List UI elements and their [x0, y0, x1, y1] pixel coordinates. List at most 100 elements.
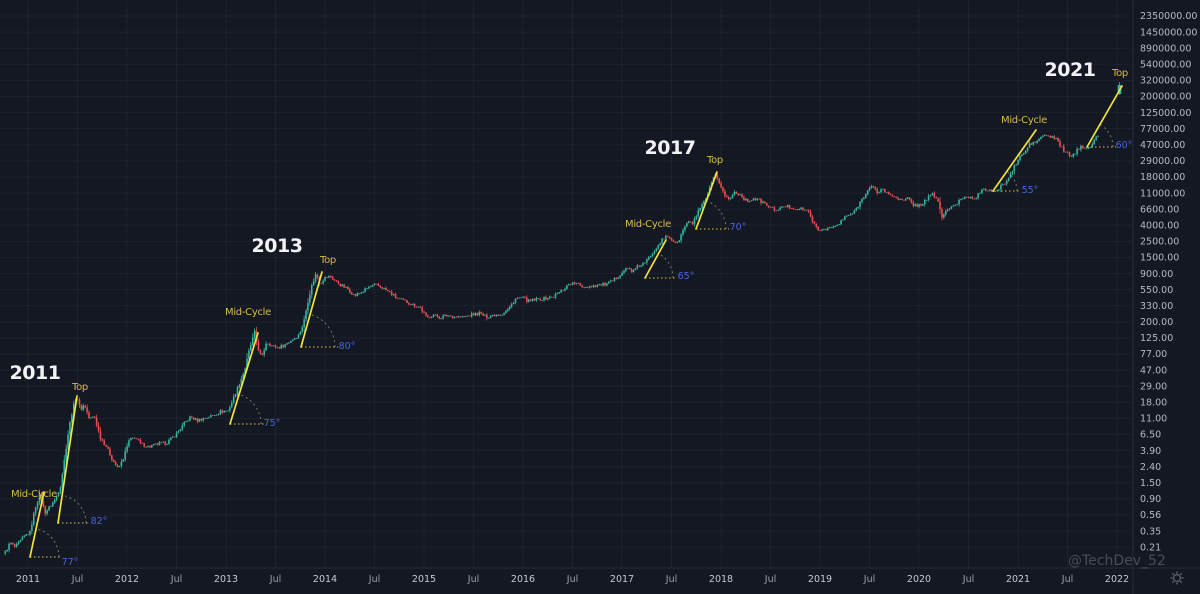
price-axis-label: 11.00 [1140, 414, 1167, 425]
trendline-2017-top[interactable] [695, 171, 718, 230]
cycle-year-label-2021[interactable]: 2021 [1045, 59, 1096, 81]
price-axis-label: 4000.00 [1140, 220, 1179, 231]
price-axis-label: 1500.00 [1140, 253, 1179, 264]
cycle-annotation-2017: 65° 70° 2017 Top Mid-Cycle [625, 137, 746, 282]
angle-label-2017-top[interactable]: 70° [730, 222, 747, 233]
trendline-2017-mid[interactable] [644, 239, 667, 279]
time-axis-label: 2018 [709, 574, 733, 585]
trendline-2013-top[interactable] [300, 271, 323, 348]
angle-label-2021-top[interactable]: 60° [1116, 140, 1133, 151]
price-axis-label: 11000.00 [1140, 188, 1185, 199]
price-axis-label: 540000.00 [1140, 59, 1191, 70]
cycle-annotation-2011: 77° 82° 2011 Top Mid-Cycle [10, 362, 108, 568]
price-axis-label: 29000.00 [1140, 156, 1185, 167]
grid [0, 0, 1133, 568]
time-axis-label: 2019 [808, 574, 832, 585]
time-axis-label: 2012 [115, 574, 139, 585]
trendline-2013-mid[interactable] [229, 332, 259, 425]
top-label-2017[interactable]: Top [706, 155, 723, 166]
mid-cycle-label-2017[interactable]: Mid-Cycle [625, 219, 671, 230]
trendline-2021-top[interactable] [1086, 85, 1123, 148]
price-axis-label: 200.00 [1140, 317, 1173, 328]
time-axis-label: 2022 [1105, 574, 1129, 585]
price-axis-label: 0.56 [1140, 510, 1161, 521]
price-axis-label: 47.00 [1140, 365, 1167, 376]
price-axis-label: 77.00 [1140, 349, 1167, 360]
price-axis-label: 330.00 [1140, 301, 1173, 312]
angle-label-2011-top[interactable]: 82° [91, 516, 108, 527]
cycle-annotation-2021: 55° 60° 2021 Top Mid-Cycle [992, 59, 1133, 196]
mid-cycle-label-2011[interactable]: Mid-Cycle [11, 489, 57, 500]
time-axis-label: Jul [665, 574, 677, 585]
cycle-year-label-2013[interactable]: 2013 [252, 235, 303, 257]
price-axis-label: 1.50 [1140, 478, 1161, 489]
time-axis-label: Jul [71, 574, 83, 585]
time-axis-label: 2011 [16, 574, 40, 585]
price-axis-label: 320000.00 [1140, 76, 1191, 87]
cycle-annotation-2013: 75° 80° 2013 Top Mid-Cycle [225, 235, 355, 429]
time-axis-label: 2013 [214, 574, 238, 585]
time-axis-label: Jul [1061, 574, 1073, 585]
price-axis-label: 18000.00 [1140, 172, 1185, 183]
price-axis-label: 6600.00 [1140, 204, 1179, 215]
angle-arc [238, 393, 262, 425]
time-axis-label: Jul [269, 574, 281, 585]
angle-label-2013-mid[interactable]: 75° [264, 418, 281, 429]
time-axis-label: Jul [764, 574, 776, 585]
price-axis-label: 890000.00 [1140, 43, 1191, 54]
time-axis-label: 2017 [610, 574, 634, 585]
time-axis-label: 2021 [1006, 574, 1030, 585]
price-axis-label: 47000.00 [1140, 140, 1185, 151]
settings-gear-icon[interactable] [1170, 571, 1184, 585]
price-axis-label: 200000.00 [1140, 92, 1191, 103]
angle-arc [62, 494, 87, 524]
price-axis-label: 2500.00 [1140, 237, 1179, 248]
cycle-year-label-2011[interactable]: 2011 [10, 362, 61, 384]
mid-cycle-label-2013[interactable]: Mid-Cycle [225, 307, 271, 318]
time-axis-label: Jul [863, 574, 875, 585]
angle-arc [36, 528, 60, 558]
angle-arc [1099, 124, 1114, 148]
price-axis-label: 1450000.00 [1140, 27, 1197, 38]
price-axis-label: 0.21 [1140, 542, 1161, 553]
angle-label-2021-mid[interactable]: 55° [1022, 185, 1039, 196]
time-axis-label: Jul [467, 574, 479, 585]
price-axis-label: 2350000.00 [1140, 11, 1197, 22]
top-label-2013[interactable]: Top [319, 255, 336, 266]
time-axis[interactable]: 2011 Jul 2012 Jul 2013 Jul 2014 Jul 2015 Jul 2016 J… [0, 567, 1200, 585]
trendline-2011-top[interactable] [57, 395, 78, 524]
angle-arc [1006, 170, 1018, 192]
price-axis-label: 2.40 [1140, 462, 1161, 473]
price-axis-label: 77000.00 [1140, 124, 1185, 135]
time-axis-label: 2014 [313, 574, 337, 585]
top-label-2021[interactable]: Top [1111, 68, 1128, 79]
angle-arc [310, 313, 336, 348]
price-axis[interactable]: 2350000.00 1450000.00 890000.00 540000.00 32… [1132, 0, 1197, 594]
time-axis-label: 2015 [412, 574, 436, 585]
time-axis-label: 2020 [907, 574, 931, 585]
cycle-year-label-2017[interactable]: 2017 [645, 137, 696, 159]
top-label-2011[interactable]: Top [71, 382, 88, 393]
price-axis-label: 29.00 [1140, 381, 1167, 392]
time-axis-label: Jul [566, 574, 578, 585]
price-axis-label: 900.00 [1140, 269, 1173, 280]
angle-label-2017-mid[interactable]: 65° [678, 271, 695, 282]
time-axis-label: Jul [368, 574, 380, 585]
angle-label-2011-mid[interactable]: 77° [62, 557, 79, 568]
time-axis-label: Jul [962, 574, 974, 585]
price-axis-label: 125000.00 [1140, 108, 1191, 119]
trendline-2011-mid[interactable] [29, 491, 45, 558]
trendline-2021-mid[interactable] [992, 129, 1037, 192]
candlestick-series [4, 82, 1122, 556]
time-axis-label: Jul [170, 574, 182, 585]
mid-cycle-label-2021[interactable]: Mid-Cycle [1001, 115, 1047, 126]
price-axis-label: 18.00 [1140, 398, 1167, 409]
price-axis-label: 125.00 [1140, 333, 1173, 344]
price-axis-label: 0.90 [1140, 494, 1161, 505]
time-axis-label: 2016 [511, 574, 535, 585]
price-axis-label: 550.00 [1140, 285, 1173, 296]
price-axis-label: 0.35 [1140, 526, 1161, 537]
angle-label-2013-top[interactable]: 80° [339, 341, 356, 352]
